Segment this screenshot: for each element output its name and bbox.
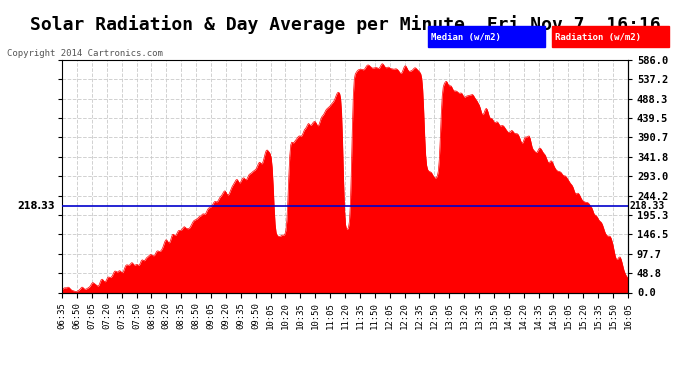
Text: Radiation (w/m2): Radiation (w/m2) (555, 33, 642, 42)
Text: 218.33: 218.33 (629, 201, 664, 211)
Text: Copyright 2014 Cartronics.com: Copyright 2014 Cartronics.com (7, 49, 163, 58)
Text: 218.33: 218.33 (17, 201, 55, 211)
Text: Solar Radiation & Day Average per Minute  Fri Nov 7  16:16: Solar Radiation & Day Average per Minute… (30, 15, 660, 34)
Text: Median (w/m2): Median (w/m2) (431, 33, 501, 42)
